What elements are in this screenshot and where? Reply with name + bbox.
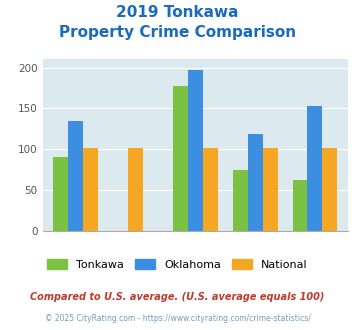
Text: © 2025 CityRating.com - https://www.cityrating.com/crime-statistics/: © 2025 CityRating.com - https://www.city… xyxy=(45,314,310,323)
Bar xyxy=(53,157,68,231)
Bar xyxy=(128,148,143,231)
Bar xyxy=(248,134,263,231)
Bar xyxy=(322,148,337,231)
Text: 2019 Tonkawa: 2019 Tonkawa xyxy=(116,5,239,20)
Text: Compared to U.S. average. (U.S. average equals 100): Compared to U.S. average. (U.S. average … xyxy=(30,292,325,302)
Bar xyxy=(233,170,248,231)
Bar xyxy=(68,121,83,231)
Bar xyxy=(263,148,278,231)
Bar xyxy=(203,148,218,231)
Bar xyxy=(173,86,188,231)
Bar xyxy=(83,148,98,231)
Bar xyxy=(307,106,322,231)
Bar xyxy=(293,180,307,231)
Bar xyxy=(188,70,203,231)
Text: Property Crime Comparison: Property Crime Comparison xyxy=(59,25,296,40)
Legend: Tonkawa, Oklahoma, National: Tonkawa, Oklahoma, National xyxy=(47,259,308,270)
